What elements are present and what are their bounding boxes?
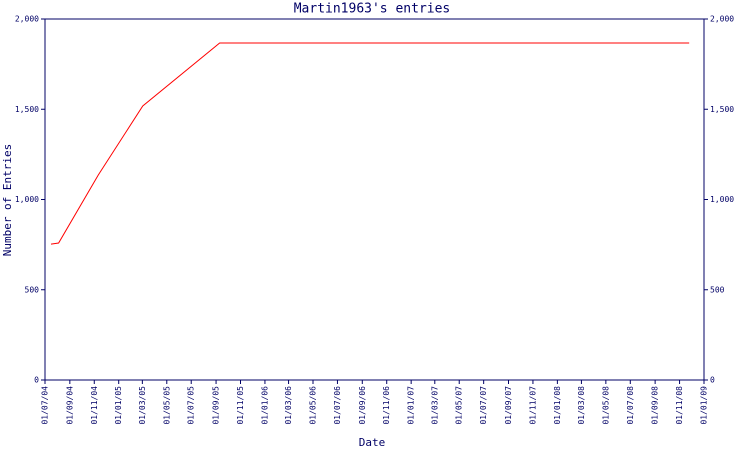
chart-title: Martin1963's entries [294,2,451,17]
x-tick-label: 01/03/05 [138,386,147,425]
x-tick-label: 01/07/06 [333,386,342,425]
y2-tick-label: 0 [710,376,715,385]
x-tick-label: 01/11/08 [675,386,684,425]
x-tick-label: 01/07/07 [479,386,488,425]
x-tick-label: 01/11/04 [90,386,99,425]
x-tick-label: 01/05/08 [601,386,610,425]
x-tick-label: 01/07/08 [626,386,635,425]
x-tick-label: 01/07/04 [41,386,50,425]
x-tick-label: 01/01/09 [700,386,709,425]
x-tick-label: 01/11/07 [528,386,537,425]
y2-tick-label: 500 [710,285,725,294]
x-tick-label: 01/11/06 [382,386,391,425]
x-tick-label: 01/01/07 [407,386,416,425]
y-axis-label: Number of Entries [1,144,14,257]
x-tick-label: 01/09/05 [212,386,221,425]
x-axis-label: Date [359,436,386,449]
y-tick-label: 1,000 [15,195,39,204]
y-tick-label: 0 [34,376,39,385]
data-line [50,42,690,245]
x-tick-label: 01/05/06 [309,386,318,425]
x-tick-label: 01/03/07 [430,386,439,425]
x-tick-label: 01/03/06 [284,386,293,425]
y-tick-label: 1,500 [15,105,39,114]
x-tick-label: 01/01/08 [553,386,562,425]
y2-tick-label: 1,500 [710,105,734,114]
x-tick-label: 01/09/07 [504,386,513,425]
y2-tick-label: 2,000 [710,15,734,24]
y-tick-label: 500 [25,285,40,294]
x-tick-label: 01/09/04 [65,386,74,425]
x-tick-label: 01/05/07 [455,386,464,425]
x-tick-label: 01/01/06 [260,386,269,425]
y2-tick-label: 1,000 [710,195,734,204]
x-tick-label: 01/01/05 [114,386,123,425]
x-tick-label: 01/03/08 [577,386,586,425]
x-tick-label: 01/09/06 [358,386,367,425]
x-tick-label: 01/09/08 [651,386,660,425]
y-tick-label: 2,000 [15,15,39,24]
x-tick-label: 01/11/05 [236,386,245,425]
x-tick-label: 01/07/05 [187,386,196,425]
x-tick-label: 01/05/05 [162,386,171,425]
